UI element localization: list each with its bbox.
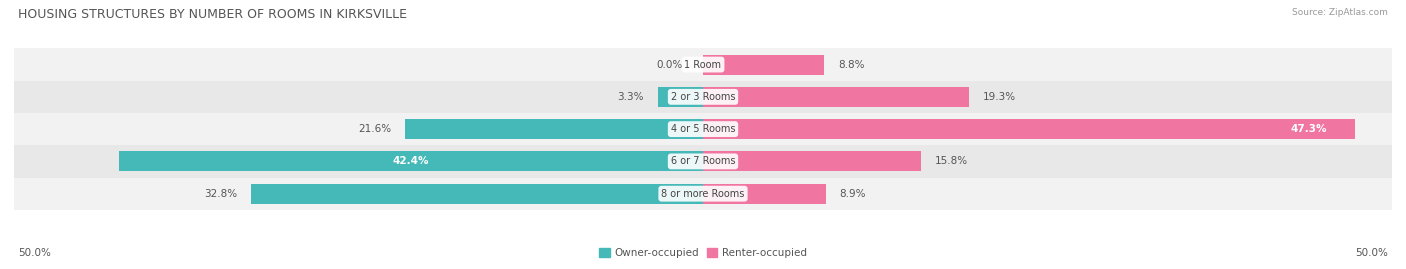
Text: HOUSING STRUCTURES BY NUMBER OF ROOMS IN KIRKSVILLE: HOUSING STRUCTURES BY NUMBER OF ROOMS IN… xyxy=(18,8,408,21)
Text: 6 or 7 Rooms: 6 or 7 Rooms xyxy=(671,156,735,167)
Text: 21.6%: 21.6% xyxy=(359,124,392,134)
Text: 15.8%: 15.8% xyxy=(935,156,967,167)
Text: 47.3%: 47.3% xyxy=(1291,124,1327,134)
Bar xyxy=(14,113,1392,145)
Text: 3.3%: 3.3% xyxy=(617,92,644,102)
Text: 1 Room: 1 Room xyxy=(685,59,721,70)
Bar xyxy=(14,81,1392,113)
Text: 8.9%: 8.9% xyxy=(839,189,866,199)
Bar xyxy=(14,145,1392,178)
Text: 19.3%: 19.3% xyxy=(983,92,1015,102)
Bar xyxy=(703,55,824,75)
Bar xyxy=(14,48,1392,81)
Bar xyxy=(703,119,1355,139)
Bar xyxy=(703,151,921,171)
Bar xyxy=(252,184,703,204)
Text: 0.0%: 0.0% xyxy=(657,59,682,70)
Text: 50.0%: 50.0% xyxy=(1355,248,1388,258)
Text: 2 or 3 Rooms: 2 or 3 Rooms xyxy=(671,92,735,102)
Bar xyxy=(14,178,1392,210)
Bar xyxy=(658,87,703,107)
Bar xyxy=(703,184,825,204)
Text: 50.0%: 50.0% xyxy=(18,248,51,258)
Bar xyxy=(118,151,703,171)
Text: 42.4%: 42.4% xyxy=(392,156,429,167)
Text: 8.8%: 8.8% xyxy=(838,59,865,70)
Text: 4 or 5 Rooms: 4 or 5 Rooms xyxy=(671,124,735,134)
Bar xyxy=(703,87,969,107)
Text: 32.8%: 32.8% xyxy=(204,189,238,199)
Text: Source: ZipAtlas.com: Source: ZipAtlas.com xyxy=(1292,8,1388,17)
Text: 8 or more Rooms: 8 or more Rooms xyxy=(661,189,745,199)
Legend: Owner-occupied, Renter-occupied: Owner-occupied, Renter-occupied xyxy=(595,244,811,263)
Bar xyxy=(405,119,703,139)
